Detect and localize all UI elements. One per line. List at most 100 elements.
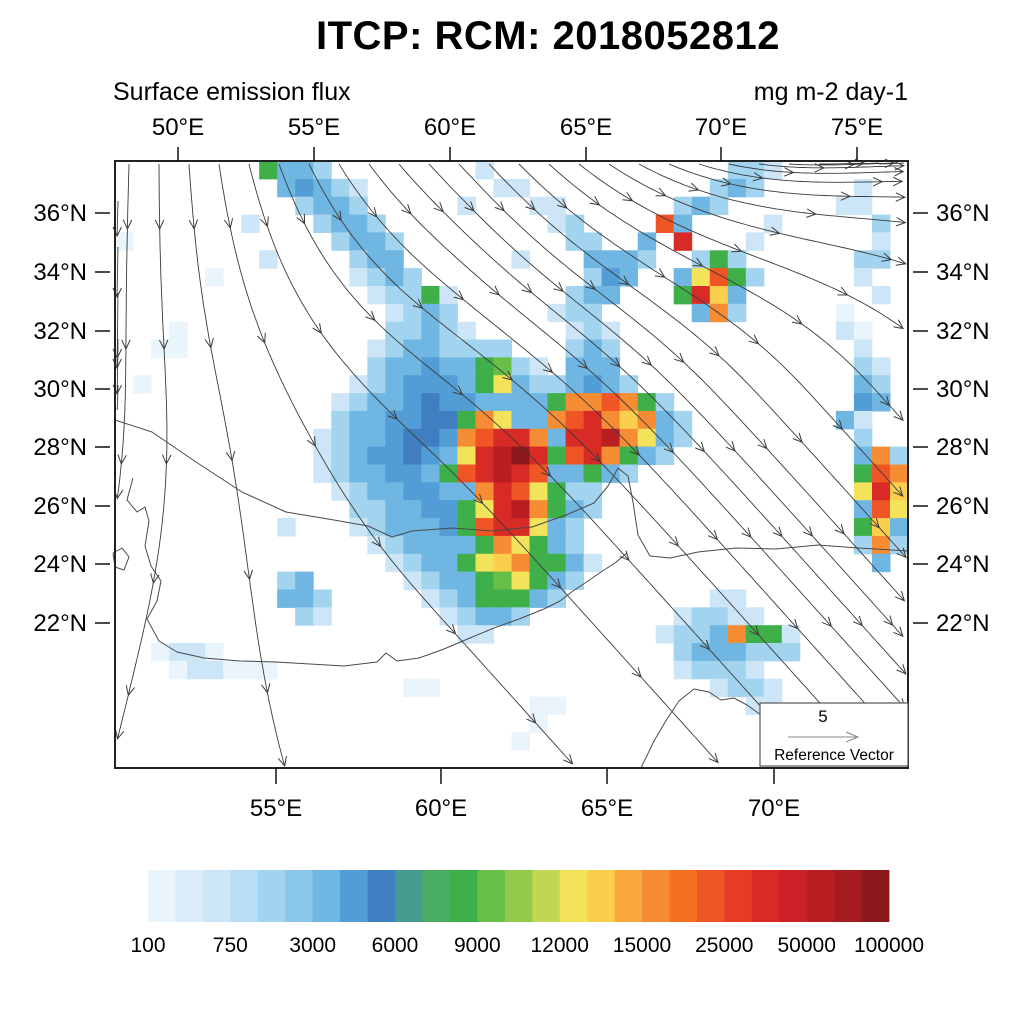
raster-cell (151, 643, 170, 662)
colorbar-segment (806, 870, 835, 922)
streamline-arrowhead (896, 547, 907, 559)
raster-cell (745, 660, 765, 680)
raster-cell (421, 678, 440, 698)
streamline-arrowhead (757, 438, 768, 450)
units-label: mg m-2 day-1 (753, 78, 908, 106)
streamline-arrowhead (551, 578, 562, 589)
raster-cell (583, 428, 603, 448)
streamline-arrowhead (803, 526, 814, 537)
raster-cell (853, 464, 873, 483)
raster-cell (493, 178, 512, 198)
raster-cell (511, 482, 530, 501)
raster-cell (403, 678, 422, 698)
raster-cell (439, 553, 458, 573)
streamline-arrowhead (115, 729, 125, 741)
streamline-arrowhead (446, 624, 457, 635)
raster-cell (277, 178, 296, 198)
streamline (668, 163, 905, 198)
raster-cell (872, 232, 891, 251)
raster-cell (475, 607, 494, 626)
raster-cell (349, 393, 368, 412)
streamline-arrowhead (872, 177, 884, 187)
raster-cell (457, 518, 476, 537)
raster-cell (493, 464, 512, 483)
raster-cell (691, 607, 711, 626)
raster-cell (583, 553, 603, 573)
tick-label: 55°E (250, 795, 302, 822)
raster-cell (421, 571, 440, 590)
raster-cell (547, 518, 566, 537)
streamline-arrowhead (122, 219, 133, 231)
streamline-arrowhead (694, 441, 706, 453)
streamline-arrowhead (699, 639, 711, 651)
raster-cell (872, 375, 891, 394)
raster-cell (547, 553, 566, 573)
raster-cell (745, 625, 765, 644)
streamline-arrowhead (489, 285, 501, 296)
streamline-arrowhead (609, 357, 621, 368)
raster-cell (583, 464, 603, 483)
streamline (116, 338, 119, 395)
raster-cell (403, 286, 422, 305)
raster-cell (421, 286, 440, 305)
reference-vector-label: Reference Vector (774, 747, 894, 764)
streamline (758, 163, 904, 169)
raster-cell (890, 535, 909, 555)
raster-cell (421, 500, 440, 519)
raster-cell (709, 178, 729, 198)
raster-cell (565, 339, 585, 358)
raster-cell (349, 482, 368, 501)
raster-cell (457, 196, 476, 216)
raster-cell (565, 214, 585, 233)
raster-cell (313, 161, 332, 180)
streamline-arrowhead (332, 210, 342, 222)
raster-cell (385, 535, 404, 555)
raster-cell (745, 268, 765, 287)
raster-cell (583, 321, 603, 341)
colorbar-label: 100 (130, 934, 165, 957)
raster-cell (403, 410, 422, 430)
raster-cell (331, 393, 350, 412)
raster-cell (853, 250, 873, 269)
raster-cell (385, 410, 404, 430)
raster-cell (169, 339, 188, 358)
raster-cell (890, 500, 909, 519)
raster-cell (872, 553, 891, 573)
streamline-arrowhead (306, 435, 316, 448)
raster-cell (619, 375, 639, 394)
raster-cell (349, 268, 368, 287)
tick-label: 30°N (936, 376, 990, 403)
raster-cell (367, 482, 386, 501)
raster-cell (385, 232, 404, 251)
raster-cell (457, 428, 476, 448)
raster-cell (475, 357, 494, 376)
tick-label: 32°N (936, 318, 990, 345)
raster-cell (727, 303, 747, 323)
raster-cell (727, 660, 747, 680)
raster-cell (367, 464, 386, 483)
streamline-arrowhead (821, 616, 833, 628)
streamline-arrowhead (688, 182, 700, 192)
colorbar-segment (148, 870, 176, 922)
raster-cell (385, 339, 404, 358)
raster-cell (890, 446, 909, 465)
raster-cell (385, 446, 404, 465)
raster-cell (385, 500, 404, 519)
raster-cell (223, 660, 242, 680)
raster-cell (403, 393, 422, 412)
streamline-arrowhead (893, 319, 905, 330)
streamline-arrowhead (883, 615, 894, 626)
raster-cell (727, 589, 747, 608)
streamline-arrowhead (752, 172, 764, 182)
raster-cell (583, 357, 603, 376)
raster-cell (475, 500, 494, 519)
axis-bottom: 55°E 60°E 65°E 70°E (250, 768, 800, 822)
streamline (116, 384, 119, 411)
raster-cell (673, 428, 693, 448)
streamline (116, 292, 119, 369)
raster-cell (133, 375, 152, 394)
raster-cell (763, 678, 783, 698)
coastline (114, 419, 909, 559)
raster-cell (511, 553, 530, 573)
